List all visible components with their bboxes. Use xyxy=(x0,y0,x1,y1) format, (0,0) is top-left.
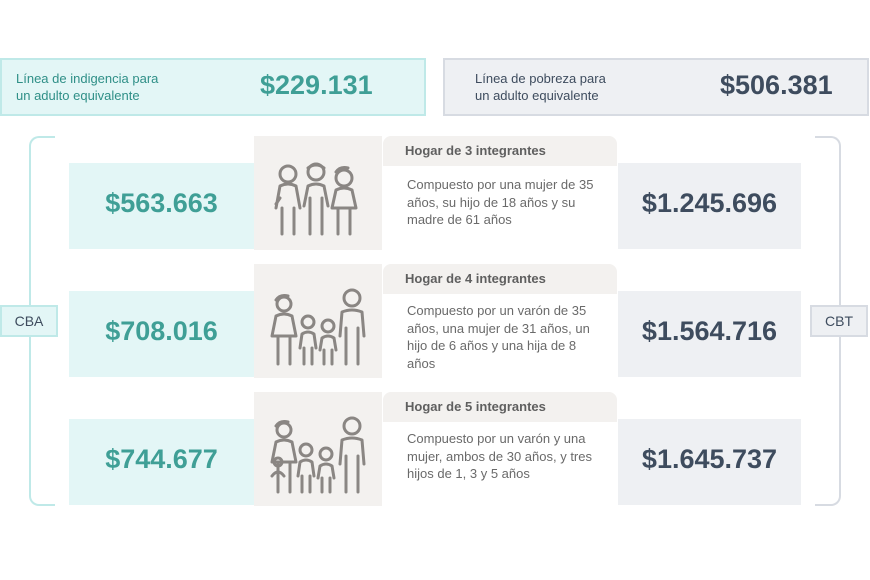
household-icon-box xyxy=(254,264,382,378)
household-description-box: Compuesto por una mujer de 35 años, su h… xyxy=(383,166,617,250)
household-icon-box xyxy=(254,136,382,250)
cba-value: $744.677 xyxy=(105,444,218,474)
household-title-tab: Hogar de 3 integrantes xyxy=(383,136,617,166)
cba-value-box: $708.016 xyxy=(69,291,254,377)
cba-tag: CBA xyxy=(0,305,58,337)
pobreza-line-box: Línea de pobreza para un adulto equivale… xyxy=(443,58,869,116)
cbt-tag: CBT xyxy=(810,305,868,337)
pobreza-label: Línea de pobreza para un adulto equivale… xyxy=(475,70,606,104)
family-3-icon xyxy=(274,162,358,236)
indigencia-label-line2: un adulto equivalente xyxy=(16,88,140,103)
cba-value: $563.663 xyxy=(105,188,218,218)
household-description-box: Compuesto por un varón y una mujer, ambo… xyxy=(383,422,617,506)
household-icon-box xyxy=(254,392,382,506)
household-title-tab: Hogar de 5 integrantes xyxy=(383,392,617,422)
household-description: Compuesto por un varón y una mujer, ambo… xyxy=(407,431,592,481)
cbt-value-box: $1.645.737 xyxy=(618,419,801,505)
household-title: Hogar de 4 integrantes xyxy=(405,271,546,286)
indigencia-line-box: Línea de indigencia para un adulto equiv… xyxy=(0,58,426,116)
household-description-box: Compuesto por un varón de 35 años, una m… xyxy=(383,294,617,378)
household-description: Compuesto por una mujer de 35 años, su h… xyxy=(407,177,594,227)
cba-value-box: $744.677 xyxy=(69,419,254,505)
cba-value-box: $563.663 xyxy=(69,163,254,249)
household-description: Compuesto por un varón de 35 años, una m… xyxy=(407,303,590,371)
pobreza-label-line2: un adulto equivalente xyxy=(475,88,599,103)
cbt-value-box: $1.245.696 xyxy=(618,163,801,249)
pobreza-value: $506.381 xyxy=(720,70,833,100)
family-5-icon xyxy=(270,416,366,494)
indigencia-label: Línea de indigencia para un adulto equiv… xyxy=(16,70,158,104)
household-title: Hogar de 5 integrantes xyxy=(405,399,546,414)
indigencia-label-line1: Línea de indigencia para xyxy=(16,71,159,86)
cbt-value: $1.564.716 xyxy=(641,316,778,346)
cbt-value: $1.245.696 xyxy=(641,188,778,218)
cbt-value: $1.645.737 xyxy=(641,444,778,474)
household-title-tab: Hogar de 4 integrantes xyxy=(383,264,617,294)
cba-value: $708.016 xyxy=(105,316,218,346)
pobreza-label-line1: Línea de pobreza para xyxy=(475,71,606,86)
family-4-icon xyxy=(270,288,366,366)
indigencia-value: $229.131 xyxy=(260,70,373,100)
household-title: Hogar de 3 integrantes xyxy=(405,143,546,158)
cbt-value-box: $1.564.716 xyxy=(618,291,801,377)
